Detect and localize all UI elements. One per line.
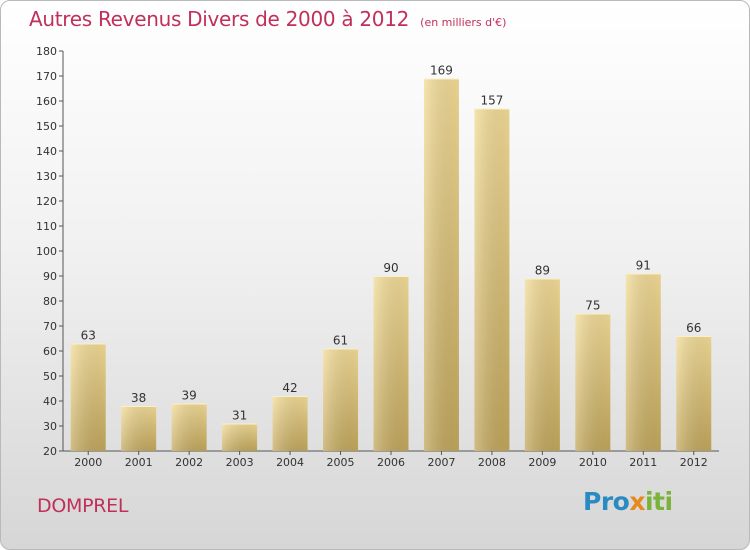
- x-tick-label: 2006: [377, 456, 405, 469]
- bar-shade: [575, 313, 611, 451]
- y-tick-label: 90: [43, 270, 57, 283]
- x-tick-label: 2000: [74, 456, 102, 469]
- bar-value-label: 91: [636, 259, 651, 273]
- y-tick-label: 70: [43, 320, 57, 333]
- chart-subtitle: (en milliers d'€): [420, 16, 507, 29]
- logo-part: iti: [644, 487, 673, 516]
- bar-value-label: 42: [282, 381, 297, 395]
- bar-shade: [272, 396, 308, 451]
- x-tick-label: 2012: [680, 456, 708, 469]
- x-tick-label: 2010: [579, 456, 607, 469]
- y-tick-label: 180: [36, 45, 57, 58]
- y-tick-label: 130: [36, 170, 57, 183]
- bar-value-label: 63: [81, 329, 96, 343]
- y-tick-label: 20: [43, 445, 57, 458]
- bar-value-label: 75: [585, 299, 600, 313]
- bar-shade: [171, 403, 207, 451]
- bar-value-label: 157: [480, 94, 503, 108]
- y-tick-label: 30: [43, 420, 57, 433]
- y-tick-label: 60: [43, 345, 57, 358]
- logo-part: x: [629, 487, 645, 516]
- bar-value-label: 90: [383, 261, 398, 275]
- bar-shade: [676, 336, 712, 451]
- y-tick-label: 110: [36, 220, 57, 233]
- x-tick-label: 2001: [125, 456, 153, 469]
- y-tick-label: 40: [43, 395, 57, 408]
- city-name: DOMPREL: [37, 495, 129, 517]
- x-tick-label: 2008: [478, 456, 506, 469]
- bar-value-label: 61: [333, 334, 348, 348]
- bar-value-label: 89: [535, 264, 550, 278]
- y-tick-label: 170: [36, 70, 57, 83]
- y-tick-label: 120: [36, 195, 57, 208]
- x-tick-label: 2007: [427, 456, 455, 469]
- logo-part: Pro: [583, 487, 630, 516]
- bar-shade: [474, 108, 510, 451]
- bar-value-label: 31: [232, 409, 247, 423]
- x-tick-label: 2002: [175, 456, 203, 469]
- bar-shade: [524, 278, 560, 451]
- bar-shade: [373, 276, 409, 451]
- bar-shade: [423, 78, 459, 451]
- bar-value-label: 39: [182, 389, 197, 403]
- bar-value-label: 169: [430, 64, 453, 78]
- chart-title-block: Autres Revenus Divers de 2000 à 2012 (en…: [29, 7, 506, 31]
- y-tick-label: 80: [43, 295, 57, 308]
- x-tick-label: 2009: [528, 456, 556, 469]
- bar-shade: [625, 273, 661, 451]
- x-tick-label: 2004: [276, 456, 304, 469]
- x-tick-label: 2005: [327, 456, 355, 469]
- chart-title: Autres Revenus Divers de 2000 à 2012: [29, 7, 410, 31]
- y-tick-label: 100: [36, 245, 57, 258]
- bar-shade: [222, 423, 258, 451]
- bar-shade: [121, 406, 157, 451]
- proxiti-logo[interactable]: Proxiti: [583, 487, 673, 516]
- y-tick-label: 50: [43, 370, 57, 383]
- bar-value-label: 66: [686, 321, 701, 335]
- y-tick-label: 160: [36, 95, 57, 108]
- x-tick-label: 2003: [226, 456, 254, 469]
- x-tick-label: 2011: [629, 456, 657, 469]
- y-tick-label: 150: [36, 120, 57, 133]
- bar-shade: [323, 348, 359, 451]
- y-tick-label: 140: [36, 145, 57, 158]
- bar-value-label: 38: [131, 391, 146, 405]
- bar-shade: [70, 343, 106, 451]
